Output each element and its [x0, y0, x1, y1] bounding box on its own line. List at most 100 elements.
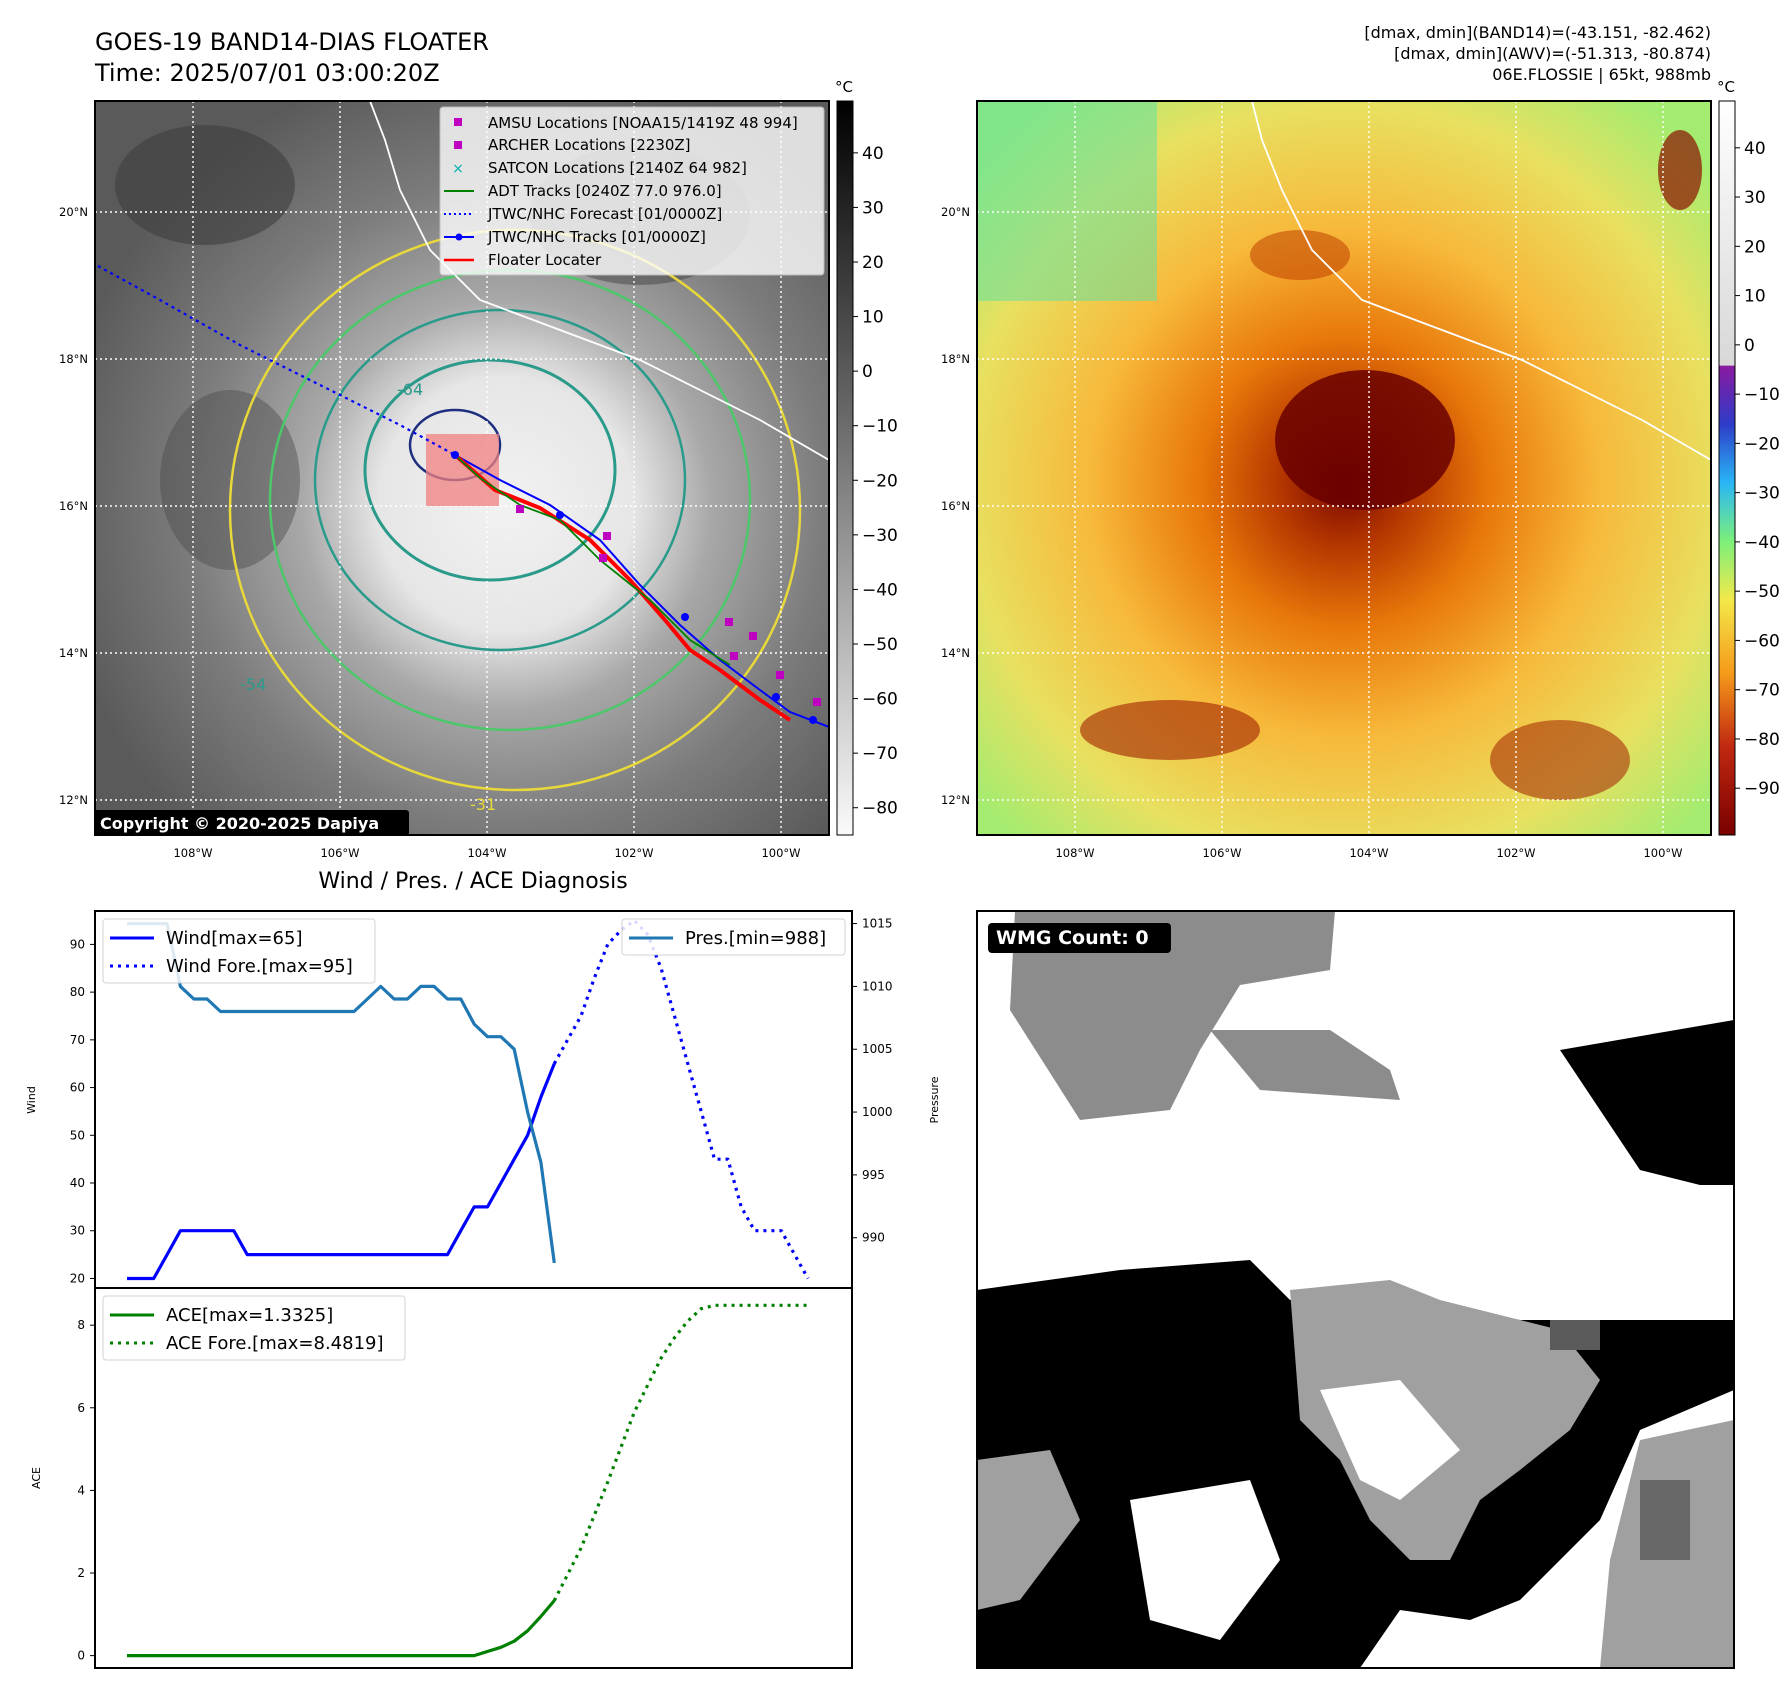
- ir-map-panel: -64 -54 -31 AMSU Locations [NOAA15/1419Z…: [59, 100, 830, 860]
- legend-floater: Floater Locater: [488, 251, 602, 269]
- lon-label: 106°W: [1202, 846, 1241, 860]
- ace-chart: 0 2 4 6 8 ACE ACE[max=1.3325] ACE Fore.[max=…: [30, 1287, 853, 1669]
- convective-cell: [1658, 130, 1702, 210]
- legend-pressure: Pres.[min=988]: [685, 928, 826, 949]
- storm-info: 06E.FLOSSIE | 65kt, 988mb: [1492, 65, 1711, 84]
- wmg-region-white: [1130, 1480, 1280, 1640]
- ir-dark-patch: [115, 125, 295, 245]
- contour-ring: [363, 358, 617, 582]
- colorbar-left-tick-label: 0: [862, 362, 873, 382]
- colorbar-right-tick-label: −20: [1744, 434, 1780, 454]
- coastline: [399, 189, 829, 461]
- lon-label: 104°W: [1349, 846, 1388, 860]
- pressure-legend: Pres.[min=988]: [621, 918, 846, 956]
- wind-axis-tick-label: 70: [70, 1033, 85, 1047]
- legend-ace-fore: ACE Fore.[max=8.4819]: [166, 1333, 384, 1354]
- jtwc-forecast-track: [97, 265, 456, 456]
- legend-amsu-marker: [454, 118, 462, 126]
- lon-label: 102°W: [1496, 846, 1535, 860]
- lat-label: 16°N: [941, 499, 970, 513]
- colorbar-right-tick-label: 30: [1744, 188, 1766, 208]
- colorbar-right-tick-label: −10: [1744, 385, 1780, 405]
- lat-label: 16°N: [59, 499, 88, 513]
- ir-map-frame: [94, 100, 830, 836]
- wmg-region-gray: [977, 1450, 1080, 1610]
- diagnosis-title: Wind / Pres. / ACE Diagnosis: [318, 869, 627, 894]
- pressure-axis-tick-label: 1010: [862, 979, 893, 993]
- legend-ace: ACE[max=1.3325]: [166, 1305, 333, 1326]
- figure-time: Time: 2025/07/01 03:00:20Z: [94, 59, 440, 87]
- colorbar-left-tick-label: −20: [862, 471, 898, 491]
- lat-label: 12°N: [59, 793, 88, 807]
- colorbar-left: °C 40 30 20 10 0 −10 −20 −30 −40 −50 −60 −70 −80: [835, 78, 898, 836]
- legend-archer-marker: [454, 141, 462, 149]
- cdo-core: [1275, 370, 1455, 510]
- colorbar-right-tick-label: 10: [1744, 287, 1766, 307]
- wind-axis-tick-label: 40: [70, 1176, 85, 1190]
- wind-axis-tick-label: 90: [70, 937, 85, 951]
- colorbar-left-tick-label: −30: [862, 526, 898, 546]
- series-line-1: [552, 918, 810, 1280]
- figure-title: GOES-19 BAND14-DIAS FLOATER: [95, 28, 489, 56]
- colorbar-left-tick-label: −10: [862, 417, 898, 437]
- wind-axis-tick-label: 30: [70, 1224, 85, 1238]
- lat-label: 14°N: [59, 646, 88, 660]
- lon-label: 106°W: [320, 846, 359, 860]
- ace-axis-tick-label: 8: [77, 1318, 85, 1332]
- colorbar-right-tick-label: −60: [1744, 631, 1780, 651]
- jtwc-track: [454, 454, 829, 728]
- lon-label: 108°W: [173, 846, 212, 860]
- floater-box: [426, 434, 499, 506]
- rainband: [1080, 700, 1260, 760]
- wind-axis-tick-label: 50: [70, 1128, 85, 1142]
- colorbar-right-tick-label: −90: [1744, 779, 1780, 799]
- ace-axis-label: ACE: [30, 1467, 43, 1489]
- colorbar-right-unit: °C: [1717, 78, 1735, 96]
- ir-lat-labels: 20°N 18°N 16°N 14°N 12°N: [59, 205, 88, 807]
- legend-satcon: SATCON Locations [2140Z 64 982]: [488, 159, 747, 177]
- enhanced-lon-labels: 108°W 106°W 104°W 102°W 100°W: [1055, 846, 1682, 860]
- wmg-region-black: [1560, 1020, 1734, 1185]
- wmg-panel: WMG Count: 0: [976, 910, 1735, 1669]
- colorbar-right: °C 40 30 20 10 0 −10 −20 −30 −40 −50 −60 −70 −80 −90: [1717, 78, 1780, 836]
- wmg-region-gray: [1290, 1280, 1600, 1560]
- enhanced-map-panel: 20°N 18°N 16°N 14°N 12°N 108°W 106°W 104…: [941, 100, 1712, 860]
- colorbar-right-tick-label: 40: [1744, 139, 1766, 159]
- wmg-region-dark: [1640, 1480, 1690, 1560]
- enhanced-cool-area: [977, 101, 1157, 301]
- lon-label: 100°W: [761, 846, 800, 860]
- wind-axis-label: Wind: [25, 1086, 38, 1114]
- legend-tracks-dot: [455, 233, 463, 241]
- copyright-text: Copyright © 2020-2025 Dapiya: [100, 814, 379, 833]
- colorbar-left-tick-label: −40: [862, 580, 898, 600]
- colorbar-right-tick-label: −30: [1744, 484, 1780, 504]
- lat-label: 20°N: [59, 205, 88, 219]
- coastline: [369, 101, 401, 191]
- contour-label: -64: [397, 380, 423, 399]
- colorbar-left-tick-label: −70: [862, 744, 898, 764]
- floater-locater-track: [453, 453, 792, 722]
- pressure-axis-tick-label: 1000: [862, 1105, 893, 1119]
- contour-label: -31: [470, 795, 496, 814]
- wind-axis-tick-label: 20: [70, 1271, 85, 1285]
- convective-cell: [1250, 230, 1350, 280]
- pressure-axis-tick-label: 995: [862, 1168, 885, 1182]
- colorbar-left-tick-label: 20: [862, 253, 884, 273]
- copyright-badge: Copyright © 2020-2025 Dapiya: [94, 810, 409, 836]
- awv-range: [dmax, dmin](AWV)=(-51.313, -80.874): [1394, 44, 1711, 63]
- colorbar-left-tick-label: −80: [862, 799, 898, 819]
- lat-label: 18°N: [941, 352, 970, 366]
- ace-axis-tick-label: 2: [77, 1566, 85, 1580]
- colorbar-right-tick-label: −80: [1744, 730, 1780, 750]
- enhanced-gridlines: [977, 101, 1711, 835]
- ace-axis-tick-label: 0: [77, 1649, 85, 1663]
- lat-label: 18°N: [59, 352, 88, 366]
- colorbar-right-tick-label: 0: [1744, 336, 1755, 356]
- pressure-axis-tick-label: 1005: [862, 1042, 893, 1056]
- legend-wind-fore: Wind Fore.[max=95]: [166, 956, 353, 977]
- lon-label: 108°W: [1055, 846, 1094, 860]
- legend-archer: ARCHER Locations [2230Z]: [488, 136, 691, 154]
- colorbar-left-unit: °C: [835, 78, 853, 96]
- colorbar-left-tick-label: −60: [862, 690, 898, 710]
